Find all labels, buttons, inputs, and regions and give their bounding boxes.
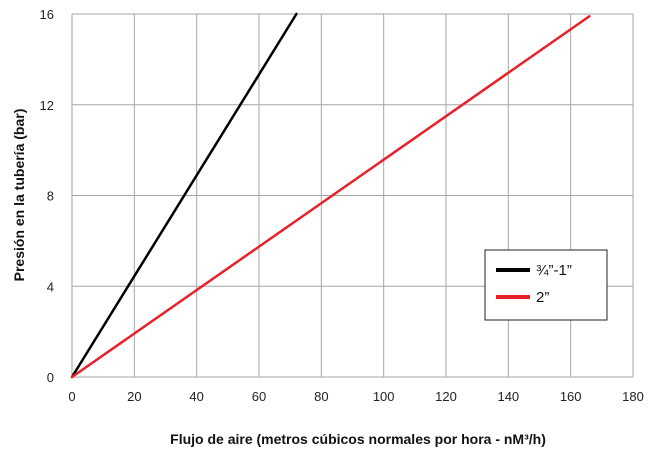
y-axis-title: Presión en la tubería (bar) (11, 109, 27, 282)
y-tick-label: 8 (47, 189, 54, 204)
y-tick-label: 0 (47, 370, 54, 385)
y-tick-label: 16 (40, 7, 54, 22)
y-tick-label: 12 (40, 98, 54, 113)
x-tick-label: 20 (127, 389, 141, 404)
x-tick-label: 100 (373, 389, 395, 404)
x-tick-label: 140 (497, 389, 519, 404)
x-axis-title: Flujo de aire (metros cúbicos normales p… (170, 431, 546, 447)
x-tick-label: 120 (435, 389, 457, 404)
legend-box (485, 250, 607, 320)
x-tick-label: 0 (68, 389, 75, 404)
x-tick-label: 80 (314, 389, 328, 404)
y-tick-label: 4 (47, 279, 54, 294)
x-tick-label: 180 (622, 389, 644, 404)
legend: ¾”-1” 2” (485, 250, 607, 320)
legend-label-series-2: 2” (536, 289, 549, 306)
x-tick-label: 60 (252, 389, 266, 404)
x-tick-label: 40 (189, 389, 203, 404)
legend-label-series-1: ¾”-1” (536, 262, 572, 279)
x-tick-label: 160 (560, 389, 582, 404)
